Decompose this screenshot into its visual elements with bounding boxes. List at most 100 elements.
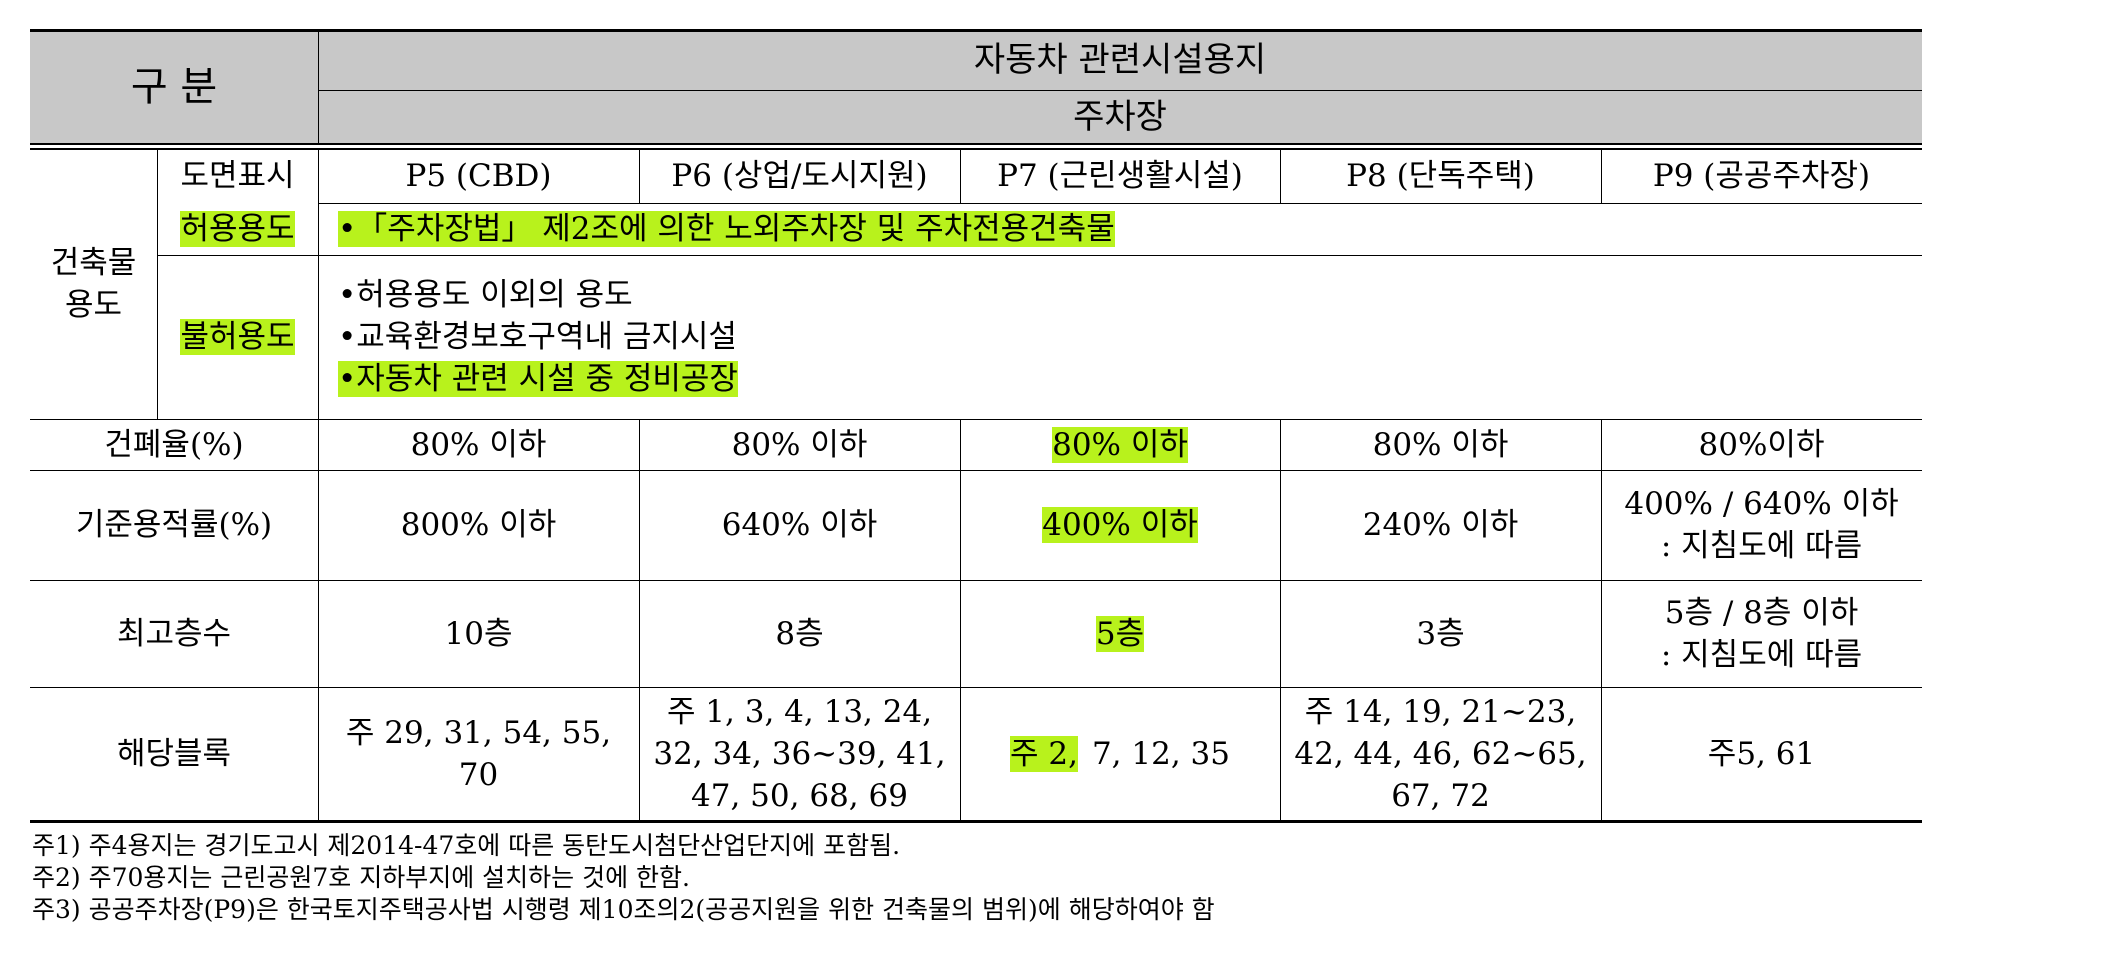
text: 800% 이하	[400, 507, 557, 543]
text: : 지침도에 따름	[1660, 636, 1863, 673]
allowed-text: •「주차장법」 제2조에 의한 노외주차장 및 주차전용건축물	[318, 203, 1922, 255]
text: 3층	[1416, 615, 1465, 652]
text: 불허용도	[180, 319, 295, 355]
text-line: 5층 / 8층 이하	[1665, 592, 1859, 634]
rule	[30, 470, 1922, 471]
rule	[30, 419, 1922, 420]
text: 자동차 관련시설용지	[973, 40, 1267, 80]
text-line: 도면표시	[180, 155, 294, 197]
row-label: 해당블록	[30, 687, 318, 821]
text: 5층	[1095, 615, 1145, 652]
text-line: P5 (CBD)	[406, 155, 552, 197]
text-line: 건폐율(%)	[104, 424, 243, 466]
text: 240% 이하	[1362, 507, 1519, 543]
text: 80%이하	[1698, 426, 1825, 463]
text: 80% 이하	[410, 426, 547, 463]
rule	[318, 149, 319, 821]
row-label: 건폐율(%)	[30, 419, 318, 470]
text-line: 42, 44, 46, 62~65,	[1294, 733, 1586, 775]
text: •자동차 관련 시설 중 정비공장	[338, 361, 738, 397]
text: •「주차장법」 제2조에 의한 노외주차장 및 주차전용건축물	[338, 211, 1115, 247]
rule	[1601, 149, 1602, 203]
text-line: 주5, 61	[1708, 733, 1815, 775]
text: 42, 44, 46, 62~65,	[1294, 736, 1587, 772]
value-cell: 80% 이하	[318, 419, 639, 470]
text: 32, 34, 36~39, 41,	[653, 736, 946, 772]
text-line: 70	[459, 754, 498, 796]
map-label: 도면표시	[157, 149, 318, 203]
footnote: 주1) 주4용지는 경기도고시 제2014-47호에 따른 동탄도시첨단산업단지…	[32, 831, 901, 860]
value-cell: 10층	[318, 580, 639, 687]
text-line: •허용용도 이외의 용도	[338, 274, 633, 316]
text-line: •교육환경보호구역내 금지시설	[338, 316, 737, 358]
text: 10층	[444, 615, 513, 652]
text-line: 3층	[1416, 613, 1464, 655]
text-line: P7 (근린생활시설)	[997, 155, 1243, 197]
text-line: 800% 이하	[401, 504, 557, 546]
footnote: 주2) 주70용지는 근린공원7호 지하부지에 설치하는 것에 한함.	[32, 863, 691, 892]
text: 구 분	[130, 64, 218, 110]
text: 건폐율(%)	[104, 426, 244, 463]
text-line: P8 (단독주택)	[1346, 155, 1535, 197]
text: 5층 / 8층 이하	[1664, 594, 1859, 631]
value-cell: 주5, 61	[1601, 687, 1922, 821]
text-line: 240% 이하	[1363, 504, 1519, 546]
text-line: 구 분	[131, 66, 217, 108]
text: 건축물	[50, 245, 137, 281]
rule	[960, 419, 961, 821]
value-cell: 640% 이하	[639, 470, 960, 580]
value-cell: 주 14, 19, 21~23, 42, 44, 46, 62~65, 67, 72	[1280, 687, 1601, 821]
row-label: 기준용적률(%)	[30, 470, 318, 580]
allowed-label: 허용용도	[157, 203, 318, 255]
text: 용도	[64, 287, 123, 323]
text: 80% 이하	[1052, 426, 1188, 463]
code-header: P6 (상업/도시지원)	[639, 149, 960, 203]
value-cell: 3층	[1280, 580, 1601, 687]
value-cell: 주 1, 3, 4, 13, 24, 32, 34, 36~39, 41, 47, …	[639, 687, 960, 821]
rule	[1280, 419, 1281, 821]
text: P5 (CBD)	[405, 158, 552, 194]
rule	[1601, 419, 1602, 821]
value-cell: 400% 이하	[960, 470, 1280, 580]
text-line: 80% 이하	[1052, 424, 1188, 466]
text-line: 47, 50, 68, 69	[691, 775, 908, 817]
text-line: 주 14, 19, 21~23,	[1305, 691, 1576, 733]
text: 주차장	[1073, 97, 1167, 137]
value-cell: 80% 이하	[639, 419, 960, 470]
text: 최고층수	[116, 615, 232, 652]
forbidden-label: 불허용도	[157, 255, 318, 419]
text-line: P9 (공공주차장)	[1653, 155, 1870, 197]
text-line: 640% 이하	[722, 504, 878, 546]
top-rule	[30, 29, 1922, 32]
rule	[318, 203, 1922, 204]
text: 8층	[775, 615, 824, 652]
text: •허용용도 이외의 용도	[338, 277, 633, 313]
code-header: P8 (단독주택)	[1280, 149, 1601, 203]
text-line: 주차장	[1073, 96, 1167, 138]
text: P8 (단독주택)	[1346, 158, 1535, 194]
text-line: 불허용도	[180, 316, 295, 358]
text: P7 (근린생활시설)	[997, 158, 1243, 194]
text-line: 용도	[65, 284, 122, 326]
rule	[30, 580, 1922, 581]
text: 주5, 61	[1707, 736, 1816, 772]
rule	[157, 149, 158, 419]
double-rule	[30, 148, 1922, 150]
text-line: 최고층수	[117, 613, 231, 655]
text: 해당블록	[116, 736, 232, 772]
text-line: : 지침도에 따름	[1661, 525, 1862, 567]
text-line: 400% / 640% 이하	[1624, 483, 1898, 525]
text: 7, 12, 35	[1091, 736, 1230, 772]
text: 640% 이하	[721, 507, 878, 543]
text: 주 29, 31, 54, 55,	[345, 715, 612, 751]
text: 주 2,	[1010, 736, 1078, 772]
subgroup-header: 주차장	[318, 90, 1922, 144]
text: 도면표시	[180, 158, 295, 194]
text-line: 8층	[775, 613, 823, 655]
text-line: : 지침도에 따름	[1661, 634, 1862, 676]
value-cell: 400% / 640% 이하: 지침도에 따름	[1601, 470, 1922, 580]
header-bg	[30, 30, 1922, 144]
value-cell: 800% 이하	[318, 470, 639, 580]
bottom-rule	[30, 820, 1922, 823]
